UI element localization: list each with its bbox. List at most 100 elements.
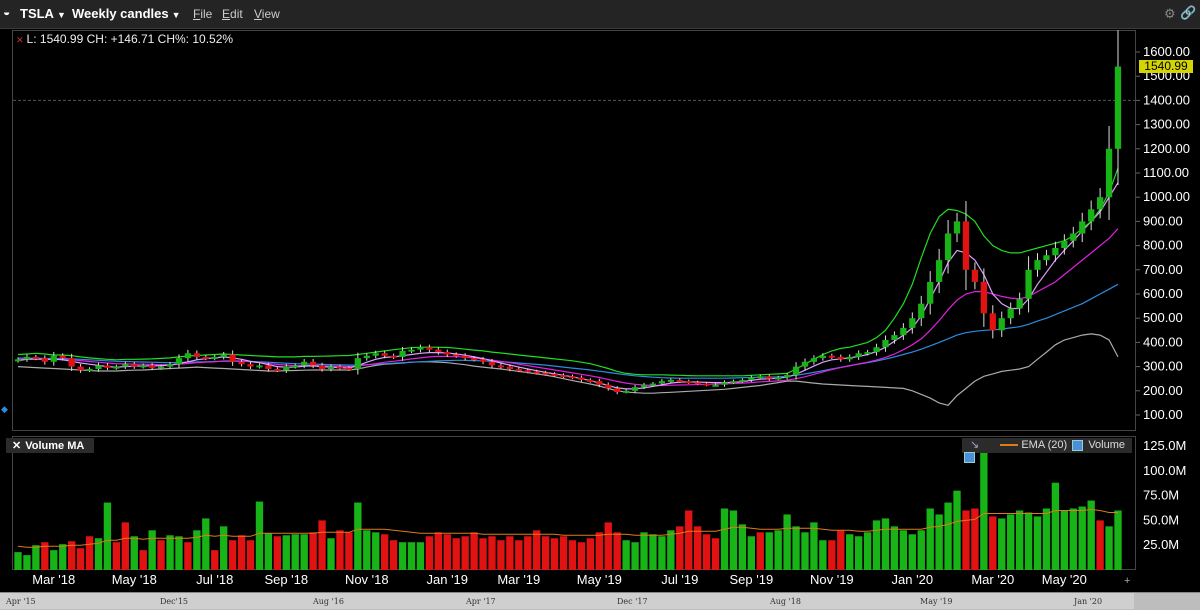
- candle-body: [989, 313, 996, 331]
- legend-volume-label: Volume: [1088, 439, 1126, 451]
- volume-bar: [273, 536, 282, 570]
- candle-body: [739, 379, 746, 382]
- volume-bar: [309, 532, 317, 570]
- volume-bar: [747, 536, 755, 570]
- candle-body: [730, 381, 737, 384]
- volume-bar: [998, 518, 1006, 570]
- volume-axis-label: 50.0M: [1143, 512, 1179, 527]
- volume-bar: [41, 542, 49, 570]
- scrollbar-track[interactable]: [0, 593, 1134, 609]
- volume-bar: [1024, 512, 1033, 570]
- menu-edit[interactable]: Edit: [222, 7, 243, 21]
- expand-icon[interactable]: ◆: [1, 404, 8, 414]
- candle-body: [193, 353, 200, 357]
- volume-bar: [246, 540, 255, 570]
- candle-body: [819, 355, 827, 359]
- candle-body: [23, 356, 31, 360]
- ma-mid-line: [18, 228, 1119, 387]
- volume-bar: [291, 534, 299, 570]
- candle-body: [685, 381, 692, 384]
- volume-bar: [461, 536, 469, 570]
- candle-body: [1043, 255, 1050, 261]
- pin-icon[interactable]: ↘: [970, 439, 980, 451]
- price-axis-label: 800.00: [1143, 238, 1183, 253]
- candle-body: [1070, 233, 1077, 241]
- volume-bar: [711, 538, 720, 570]
- volume-bar: [112, 542, 121, 570]
- volume-bar: [327, 538, 335, 570]
- volume-bar: [541, 536, 550, 570]
- volume-bar: [568, 540, 577, 570]
- time-axis-label: Sep '19: [729, 572, 773, 587]
- volume-bar: [23, 555, 31, 570]
- link-icon[interactable]: 🔗: [1180, 5, 1197, 20]
- volume-bar: [872, 520, 881, 570]
- candle-body: [837, 356, 844, 360]
- volume-bar: [193, 530, 201, 570]
- candle-body: [971, 269, 979, 282]
- time-axis-label: Sep '18: [264, 572, 308, 587]
- volume-axis-label: 25.0M: [1143, 537, 1179, 552]
- volume-bar: [1042, 508, 1051, 570]
- volume-bar: [1105, 526, 1113, 570]
- price-axis-label: 200.00: [1143, 383, 1183, 398]
- close-icon[interactable]: ✕: [16, 35, 24, 45]
- candle-body: [238, 361, 245, 365]
- candle-body: [59, 355, 66, 359]
- interval-selector[interactable]: Weekly candles ▼: [72, 6, 181, 21]
- add-icon[interactable]: +: [1124, 575, 1131, 587]
- volume-bar: [515, 540, 523, 570]
- close-icon[interactable]: ✕: [12, 440, 22, 452]
- volume-bar: [586, 538, 595, 570]
- volume-bars: [14, 443, 1122, 570]
- circle-menu-icon[interactable]: ◒: [3, 5, 11, 19]
- time-scrollbar[interactable]: Apr '15 Dec'15 Aug '16 Apr '17 Dec '17 Aug '1…: [0, 592, 1200, 610]
- symbol-label: TSLA: [20, 6, 54, 21]
- volume-checkbox[interactable]: [964, 451, 975, 463]
- volume-bar: [300, 534, 308, 570]
- candle-body: [748, 377, 755, 380]
- time-axis-label: Mar '19: [497, 572, 540, 587]
- gear-icon[interactable]: ⚙: [1164, 6, 1176, 21]
- menu-file[interactable]: File: [193, 7, 213, 21]
- volume-bar: [604, 522, 612, 570]
- candle-body: [1088, 209, 1095, 222]
- volume-bar: [50, 550, 58, 570]
- price-axis-label: 500.00: [1143, 310, 1183, 325]
- volume-bar: [497, 540, 505, 570]
- volume-bar: [899, 530, 908, 570]
- candle-body: [408, 349, 415, 352]
- time-axis-label: May '18: [112, 572, 157, 587]
- volume-bar: [354, 502, 362, 570]
- candle-body: [623, 390, 630, 393]
- price-info: ✕ L: 1540.99 CH: +146.71 CH%: 10.52%: [16, 32, 233, 46]
- price-panel[interactable]: [12, 30, 1136, 431]
- ma-fast-line: [17, 182, 1119, 390]
- volume-bar: [1078, 506, 1086, 570]
- volume-bar: [372, 532, 380, 570]
- symbol-selector[interactable]: TSLA ▼: [20, 6, 66, 21]
- volume-bar: [264, 533, 273, 570]
- scrollbar-label: Aug '18: [770, 597, 801, 606]
- candle-body: [721, 382, 728, 385]
- chart-canvas[interactable]: 1600.001500.001400.001300.001200.001100.…: [0, 0, 1200, 592]
- volume-bar: [130, 536, 138, 570]
- ema-checkbox[interactable]: [1072, 439, 1084, 451]
- candle-body: [506, 366, 513, 370]
- candle-body: [497, 365, 505, 368]
- candle-body: [1025, 269, 1032, 299]
- legend-ema-label: EMA (20): [1021, 439, 1068, 451]
- candle-body: [104, 365, 111, 368]
- candle-body: [667, 379, 674, 382]
- volume-bar: [819, 540, 827, 570]
- candle-body: [426, 347, 433, 350]
- volume-bar: [237, 535, 246, 570]
- volume-bar: [211, 550, 219, 570]
- volume-bar: [971, 508, 979, 570]
- candle-body: [712, 384, 719, 387]
- volume-bar: [828, 540, 836, 570]
- volume-bar: [479, 538, 487, 570]
- volume-bar: [14, 552, 22, 570]
- candle-body: [202, 356, 209, 359]
- menu-view[interactable]: View: [254, 7, 280, 21]
